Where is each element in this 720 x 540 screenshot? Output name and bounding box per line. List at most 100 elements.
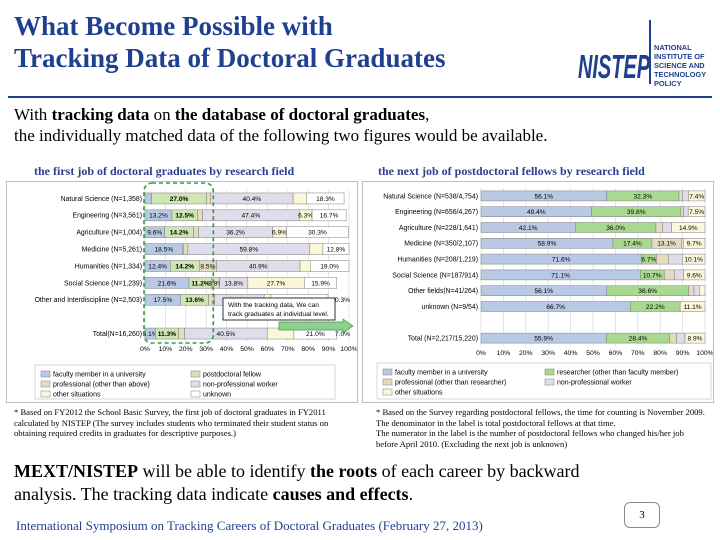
legend-label: other situations (395, 390, 443, 397)
data-label: 28.4% (629, 336, 648, 343)
data-label: 8.9% (688, 336, 703, 343)
data-label: 47.4% (242, 213, 261, 220)
chart2-panel: 0% 10% 20% 30% 40% 50% 60% 70% 80% 90% 100% Natural… (362, 181, 714, 403)
bar-segment (655, 222, 663, 233)
x-tick-label: 0% (140, 346, 150, 353)
conclusion-text: MEXT/NISTEP will be able to identify the… (14, 460, 704, 506)
data-label: 36.2% (226, 230, 245, 237)
data-label: 56.1% (534, 193, 553, 200)
logo-text-line: INSTITUTE OF (654, 52, 705, 61)
data-label: 12.4% (148, 263, 167, 270)
legend-label: professional (other than above) (53, 382, 150, 389)
legend-swatch (190, 380, 201, 388)
slide-title: What Become Possible with Tracking Data … (14, 10, 574, 74)
highlight-frame (143, 182, 215, 344)
legend-label: other situations (53, 392, 101, 399)
note-left-line: obtaining required credits in graduates … (14, 428, 236, 438)
data-label: 7.0% (335, 331, 350, 338)
bar-segment (299, 260, 311, 272)
note-right-line: The denominator in the label is total po… (376, 417, 616, 428)
legend-label: postdoctoral fellow (203, 372, 262, 379)
bar-segment (671, 222, 706, 233)
bar-segment (688, 285, 695, 296)
bar-segment (322, 243, 350, 255)
data-label: 10.1% (684, 257, 703, 264)
bar-segment (311, 209, 347, 222)
data-label: 13.6% (185, 297, 204, 304)
intro-segment: , (425, 105, 430, 124)
conclusion-segment: analysis. The tracking data indicate (14, 484, 273, 504)
page-number: 3 (624, 502, 660, 528)
bar-segment (688, 190, 706, 202)
category-label: Social Science (N=1,239) (64, 280, 142, 287)
legend-label: non-professional worker (557, 380, 632, 387)
intro-segment: on (149, 105, 175, 124)
bar-segment (306, 192, 345, 205)
bar-segment (193, 226, 199, 238)
bar-segment (682, 190, 689, 202)
legend-swatch (40, 390, 51, 398)
data-label: 5.1% (143, 331, 158, 338)
data-label: 56.1% (534, 288, 553, 295)
bar-segment (699, 285, 706, 296)
category-label: Engineering (N=3,561) (72, 213, 142, 220)
data-label: 11.1% (683, 304, 701, 311)
x-tick-label: 100% (340, 346, 357, 353)
data-label: 71.6% (552, 257, 571, 264)
bar-segment (656, 253, 669, 265)
bar-segment (663, 269, 675, 281)
data-label: 66.7% (546, 304, 565, 311)
legend-label: unknown (203, 392, 231, 399)
x-tick-label: 10% (159, 346, 173, 353)
chart1-svg: 0% 10% 20% 30% 40% 50% 60% 70% 80% 90% 100% Natural… (35, 182, 357, 400)
note-left-line: calculated by NISTEP (The survey include… (14, 417, 329, 428)
chart1-panel: 0% 10% 20% 30% 40% 50% 60% 70% 80% 90% 100% Natural… (6, 181, 358, 403)
data-label: 10.3% (331, 297, 350, 304)
category-label: Agriculture (N=228/1,641) (399, 225, 478, 232)
legend-swatch (544, 378, 555, 386)
category-label: Medicine (N=350/2,107) (404, 241, 478, 248)
bar-segment (292, 192, 308, 205)
data-label: 11.3% (158, 331, 176, 338)
note-right-line: before April 2010. (Excluding the next j… (376, 438, 568, 449)
note-left: * Based on FY2012 the School Basic Surve… (14, 407, 328, 439)
data-label: 8.5% (200, 263, 215, 270)
legend-swatch (40, 370, 51, 378)
conclusion-segment: the roots (310, 461, 378, 481)
x-tick-label: 60% (261, 346, 275, 353)
data-label: 7.5% (689, 209, 704, 216)
logo-text-line: TECHNOLOGY (654, 70, 706, 79)
data-label: 7.4% (689, 193, 704, 200)
data-label: 9.6% (147, 230, 162, 237)
x-tick-label: 30% (541, 350, 555, 357)
annotation-text: With the tracking data, We can (228, 302, 319, 309)
data-label: 14.2% (175, 263, 194, 270)
annotation-box (222, 297, 336, 321)
data-label: 16.7% (320, 213, 339, 220)
bar-segment (683, 206, 689, 217)
x-tick-label: 50% (586, 350, 600, 357)
category-label: Total(N=16,260) (93, 331, 142, 338)
bar-segment (679, 301, 706, 312)
title-line-1: What Become Possible with (14, 11, 333, 41)
x-tick-label: 10% (497, 350, 511, 357)
category-label: Other fields(N=41/264) (408, 288, 478, 295)
data-label: 6.9% (272, 230, 287, 237)
data-label: 40.9% (249, 263, 268, 270)
x-tick-label: 40% (220, 346, 234, 353)
bar-segment (682, 253, 706, 265)
x-tick-label: 50% (240, 346, 254, 353)
data-label: 22.2% (646, 304, 665, 311)
x-tick-label: 20% (519, 350, 533, 357)
legend-label: faculty member in a university (395, 370, 488, 377)
logo-wordmark: NISTEP (578, 48, 651, 85)
bar-segment (206, 192, 211, 205)
data-label: 21.0% (306, 331, 325, 338)
bar-segment (674, 269, 684, 281)
x-tick-label: 70% (631, 350, 645, 357)
category-label: Engineering (N=656/4,267) (395, 209, 478, 216)
logo-text-line: POLICY (654, 79, 682, 88)
x-tick-label: 90% (322, 346, 336, 353)
data-label: 36.6% (638, 288, 657, 295)
